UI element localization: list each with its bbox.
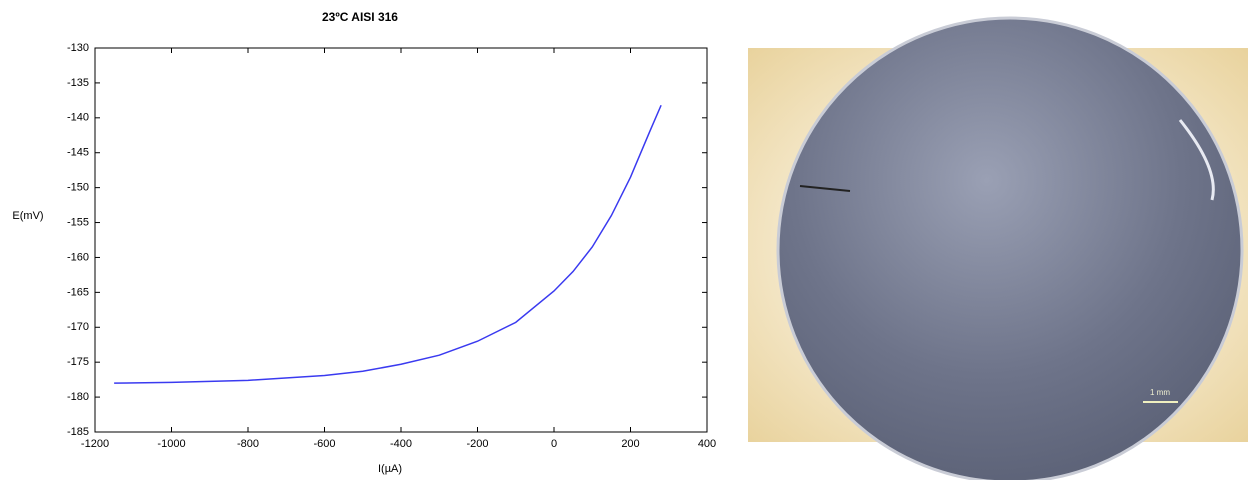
y-tick-label: -130: [67, 42, 89, 54]
y-tick-label: -160: [67, 251, 89, 263]
data-line: [114, 104, 662, 384]
y-tick-label: -150: [67, 182, 89, 194]
x-axis-label: I(µA): [378, 463, 402, 475]
y-tick-label: -185: [67, 426, 89, 438]
y-tick-label: -170: [67, 321, 89, 333]
y-tick-label: -135: [67, 77, 89, 89]
y-tick-label: -155: [67, 216, 89, 228]
x-tick-label: -1000: [157, 438, 185, 450]
chart-title: 23ºC AISI 316: [322, 10, 398, 24]
y-axis-label: E(mV): [12, 210, 43, 222]
y-tick-label: -165: [67, 286, 89, 298]
x-tick-label: -800: [237, 438, 259, 450]
x-tick-label: -200: [466, 438, 488, 450]
plot-frame: [94, 47, 708, 433]
edge-highlight: [1178, 119, 1215, 201]
x-tick-label: -600: [313, 438, 335, 450]
specimen-disc: [776, 16, 1244, 480]
x-tick-label: 0: [551, 438, 557, 450]
y-tick-label: -145: [67, 147, 89, 159]
x-tick-label: 200: [621, 438, 639, 450]
scratch: [799, 185, 851, 192]
x-tick-label: 400: [698, 438, 716, 450]
scale-label: 1 mm: [1150, 388, 1170, 397]
y-tick-label: -140: [67, 112, 89, 124]
x-tick-label: -400: [390, 438, 412, 450]
y-tick-label: -175: [67, 356, 89, 368]
photo: 1 mm: [748, 16, 1248, 480]
x-tick-label: -1200: [81, 438, 109, 450]
y-tick-label: -180: [67, 391, 89, 403]
